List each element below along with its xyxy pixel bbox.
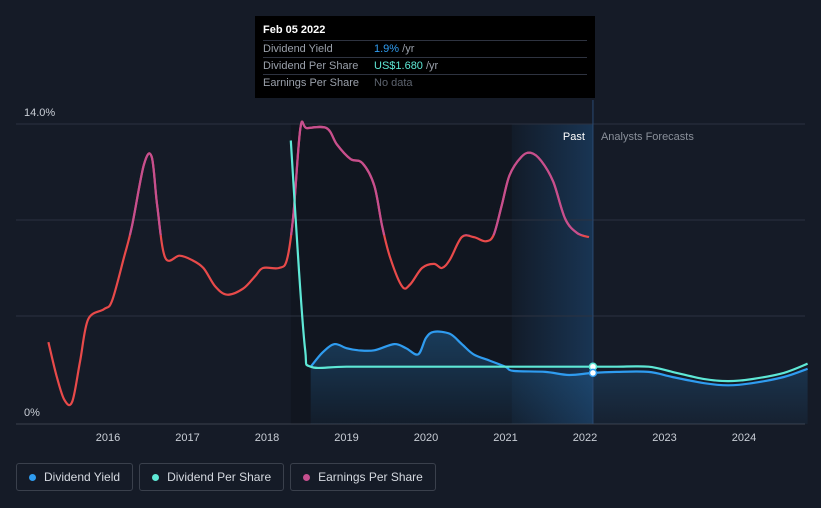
legend-dot-icon [303,473,311,481]
tooltip-row-dividend-per-share: Dividend Per Share US$1.680 /yr [263,57,587,74]
x-tick-label: 2017 [175,432,199,444]
y-tick-label-top: 14.0% [24,107,55,119]
tooltip-unit: /yr [422,60,439,72]
tooltip-label: Dividend Per Share [263,60,359,72]
tooltip-date: Feb 05 2022 [263,24,326,36]
x-tick-label: 2019 [334,432,358,444]
legend-dot-icon [152,473,160,481]
marker-dividend-yield [588,368,598,378]
x-tick-label: 2021 [493,432,517,444]
legend-item-dividend-per-share[interactable]: Dividend Per Share [139,463,285,491]
x-tick-label: 2024 [732,432,756,444]
legend-label: Earnings Per Share [318,470,423,484]
x-axis-ticks: 2016 2017 2018 2019 2020 2021 2022 2023 2024 [96,432,756,444]
tooltip-label: Earnings Per Share [263,77,359,89]
tooltip-unit: /yr [399,43,415,55]
x-tick-label: 2020 [414,432,438,444]
legend-item-dividend-yield[interactable]: Dividend Yield [16,463,134,491]
chart-legend: Dividend Yield Dividend Per Share Earnin… [16,463,436,491]
hover-tooltip: Feb 05 2022 Dividend Yield 1.9% /yr Divi… [255,16,595,98]
tooltip-value: 1.9% [374,43,400,55]
series-line-earnings-per-share-high [128,120,585,236]
series-line-dividend-yield [309,330,808,387]
hover-markers [588,362,598,378]
forecast-label: Analysts Forecasts [601,131,694,143]
legend-label: Dividend Per Share [167,470,272,484]
dividend-area-fill [310,331,808,424]
x-tick-label: 2016 [96,432,120,444]
x-tick-label: 2023 [652,432,676,444]
tooltip-row-earnings-per-share: Earnings Per Share No data [263,74,587,91]
past-label: Past [563,131,585,143]
y-tick-label-bottom: 0% [24,407,40,419]
tooltip-value: No data [374,77,413,89]
tooltip-label: Dividend Yield [263,43,333,55]
tooltip-value: US$1.680 [374,60,423,72]
tooltip-row-dividend-yield: Dividend Yield 1.9% /yr [263,40,587,57]
x-tick-label: 2018 [255,432,279,444]
legend-label: Dividend Yield [44,470,121,484]
legend-dot-icon [29,473,36,481]
x-tick-label: 2022 [573,432,597,444]
legend-item-earnings-per-share[interactable]: Earnings Per Share [290,463,436,491]
